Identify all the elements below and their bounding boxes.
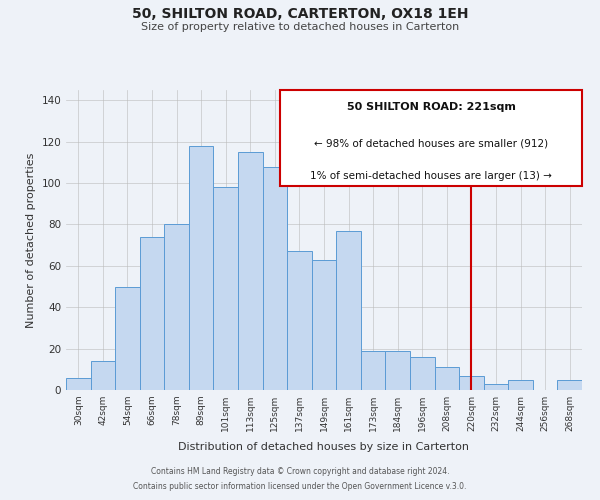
Bar	[484, 384, 508, 390]
Text: Contains public sector information licensed under the Open Government Licence v.: Contains public sector information licen…	[133, 482, 467, 491]
Bar	[434, 367, 459, 390]
Bar	[312, 260, 336, 390]
Text: ← 98% of detached houses are smaller (912): ← 98% of detached houses are smaller (91…	[314, 138, 548, 148]
Bar	[361, 350, 385, 390]
Bar	[189, 146, 214, 390]
Bar	[459, 376, 484, 390]
Y-axis label: Number of detached properties: Number of detached properties	[26, 152, 36, 328]
Bar	[410, 357, 434, 390]
Bar	[164, 224, 189, 390]
Text: Size of property relative to detached houses in Carterton: Size of property relative to detached ho…	[141, 22, 459, 32]
Bar	[214, 187, 238, 390]
Bar	[66, 378, 91, 390]
Text: 50, SHILTON ROAD, CARTERTON, OX18 1EH: 50, SHILTON ROAD, CARTERTON, OX18 1EH	[132, 8, 468, 22]
Bar	[263, 166, 287, 390]
Bar	[557, 380, 582, 390]
Bar	[238, 152, 263, 390]
FancyBboxPatch shape	[280, 90, 582, 186]
Text: 1% of semi-detached houses are larger (13) →: 1% of semi-detached houses are larger (1…	[310, 171, 552, 181]
Bar	[508, 380, 533, 390]
Bar	[287, 252, 312, 390]
Bar	[336, 230, 361, 390]
Text: Contains HM Land Registry data © Crown copyright and database right 2024.: Contains HM Land Registry data © Crown c…	[151, 467, 449, 476]
Bar	[91, 361, 115, 390]
Bar	[115, 286, 140, 390]
Text: 50 SHILTON ROAD: 221sqm: 50 SHILTON ROAD: 221sqm	[347, 102, 515, 112]
Bar	[385, 350, 410, 390]
Bar	[140, 237, 164, 390]
Text: Distribution of detached houses by size in Carterton: Distribution of detached houses by size …	[179, 442, 470, 452]
